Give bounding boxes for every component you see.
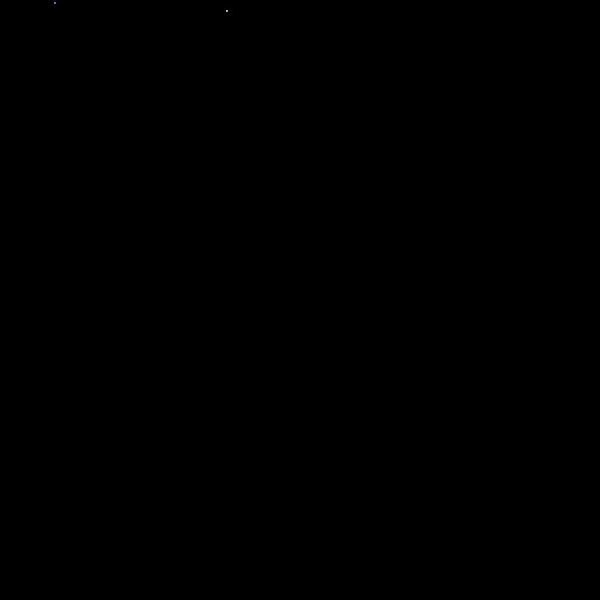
intensity-map-canvas xyxy=(0,0,600,600)
image-viewport xyxy=(0,0,600,600)
